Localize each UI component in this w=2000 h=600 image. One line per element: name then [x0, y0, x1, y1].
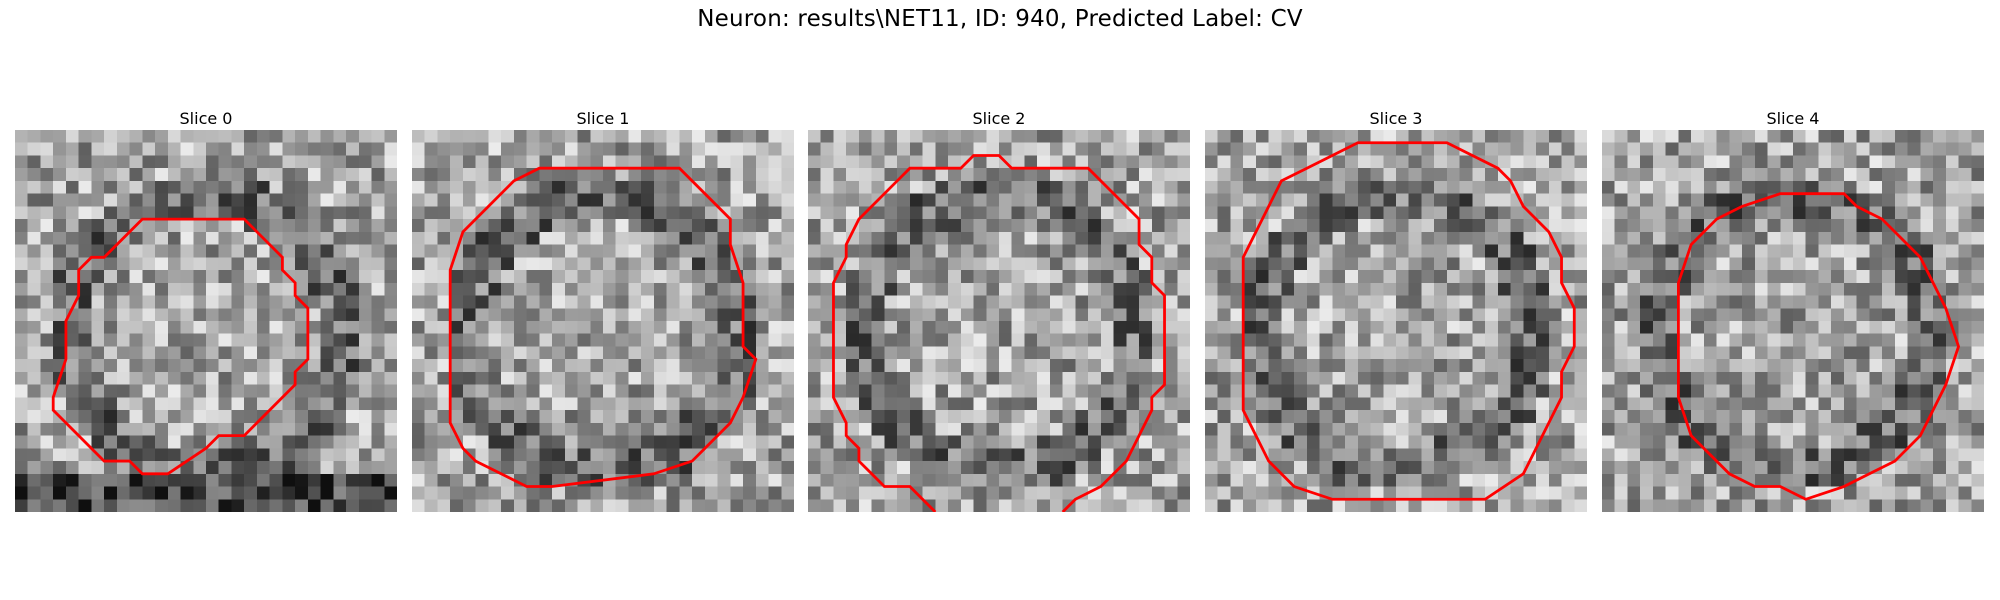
- slice-4-title: Slice 4: [1602, 108, 1984, 130]
- slice-4-pixels: [1602, 130, 1984, 512]
- slice-4-image: [1602, 130, 1984, 512]
- slice-0-image: [15, 130, 397, 512]
- slice-3-pixels: [1205, 130, 1587, 512]
- slice-panel-1: Slice 1: [412, 108, 794, 512]
- slice-1-image: [412, 130, 794, 512]
- slice-3-title: Slice 3: [1205, 108, 1587, 130]
- slice-panel-2: Slice 2: [808, 108, 1190, 512]
- slice-panel-0: Slice 0: [15, 108, 397, 512]
- slice-2-title: Slice 2: [808, 108, 1190, 130]
- slice-panel-3: Slice 3: [1205, 108, 1587, 512]
- slice-0-title: Slice 0: [15, 108, 397, 130]
- slice-1-title: Slice 1: [412, 108, 794, 130]
- figure-title: Neuron: results\NET11, ID: 940, Predicte…: [0, 6, 2000, 32]
- slice-panel-4: Slice 4: [1602, 108, 1984, 512]
- slice-2-image: [808, 130, 1190, 512]
- slice-0-pixels: [15, 130, 397, 512]
- slice-3-image: [1205, 130, 1587, 512]
- slice-2-pixels: [808, 130, 1190, 512]
